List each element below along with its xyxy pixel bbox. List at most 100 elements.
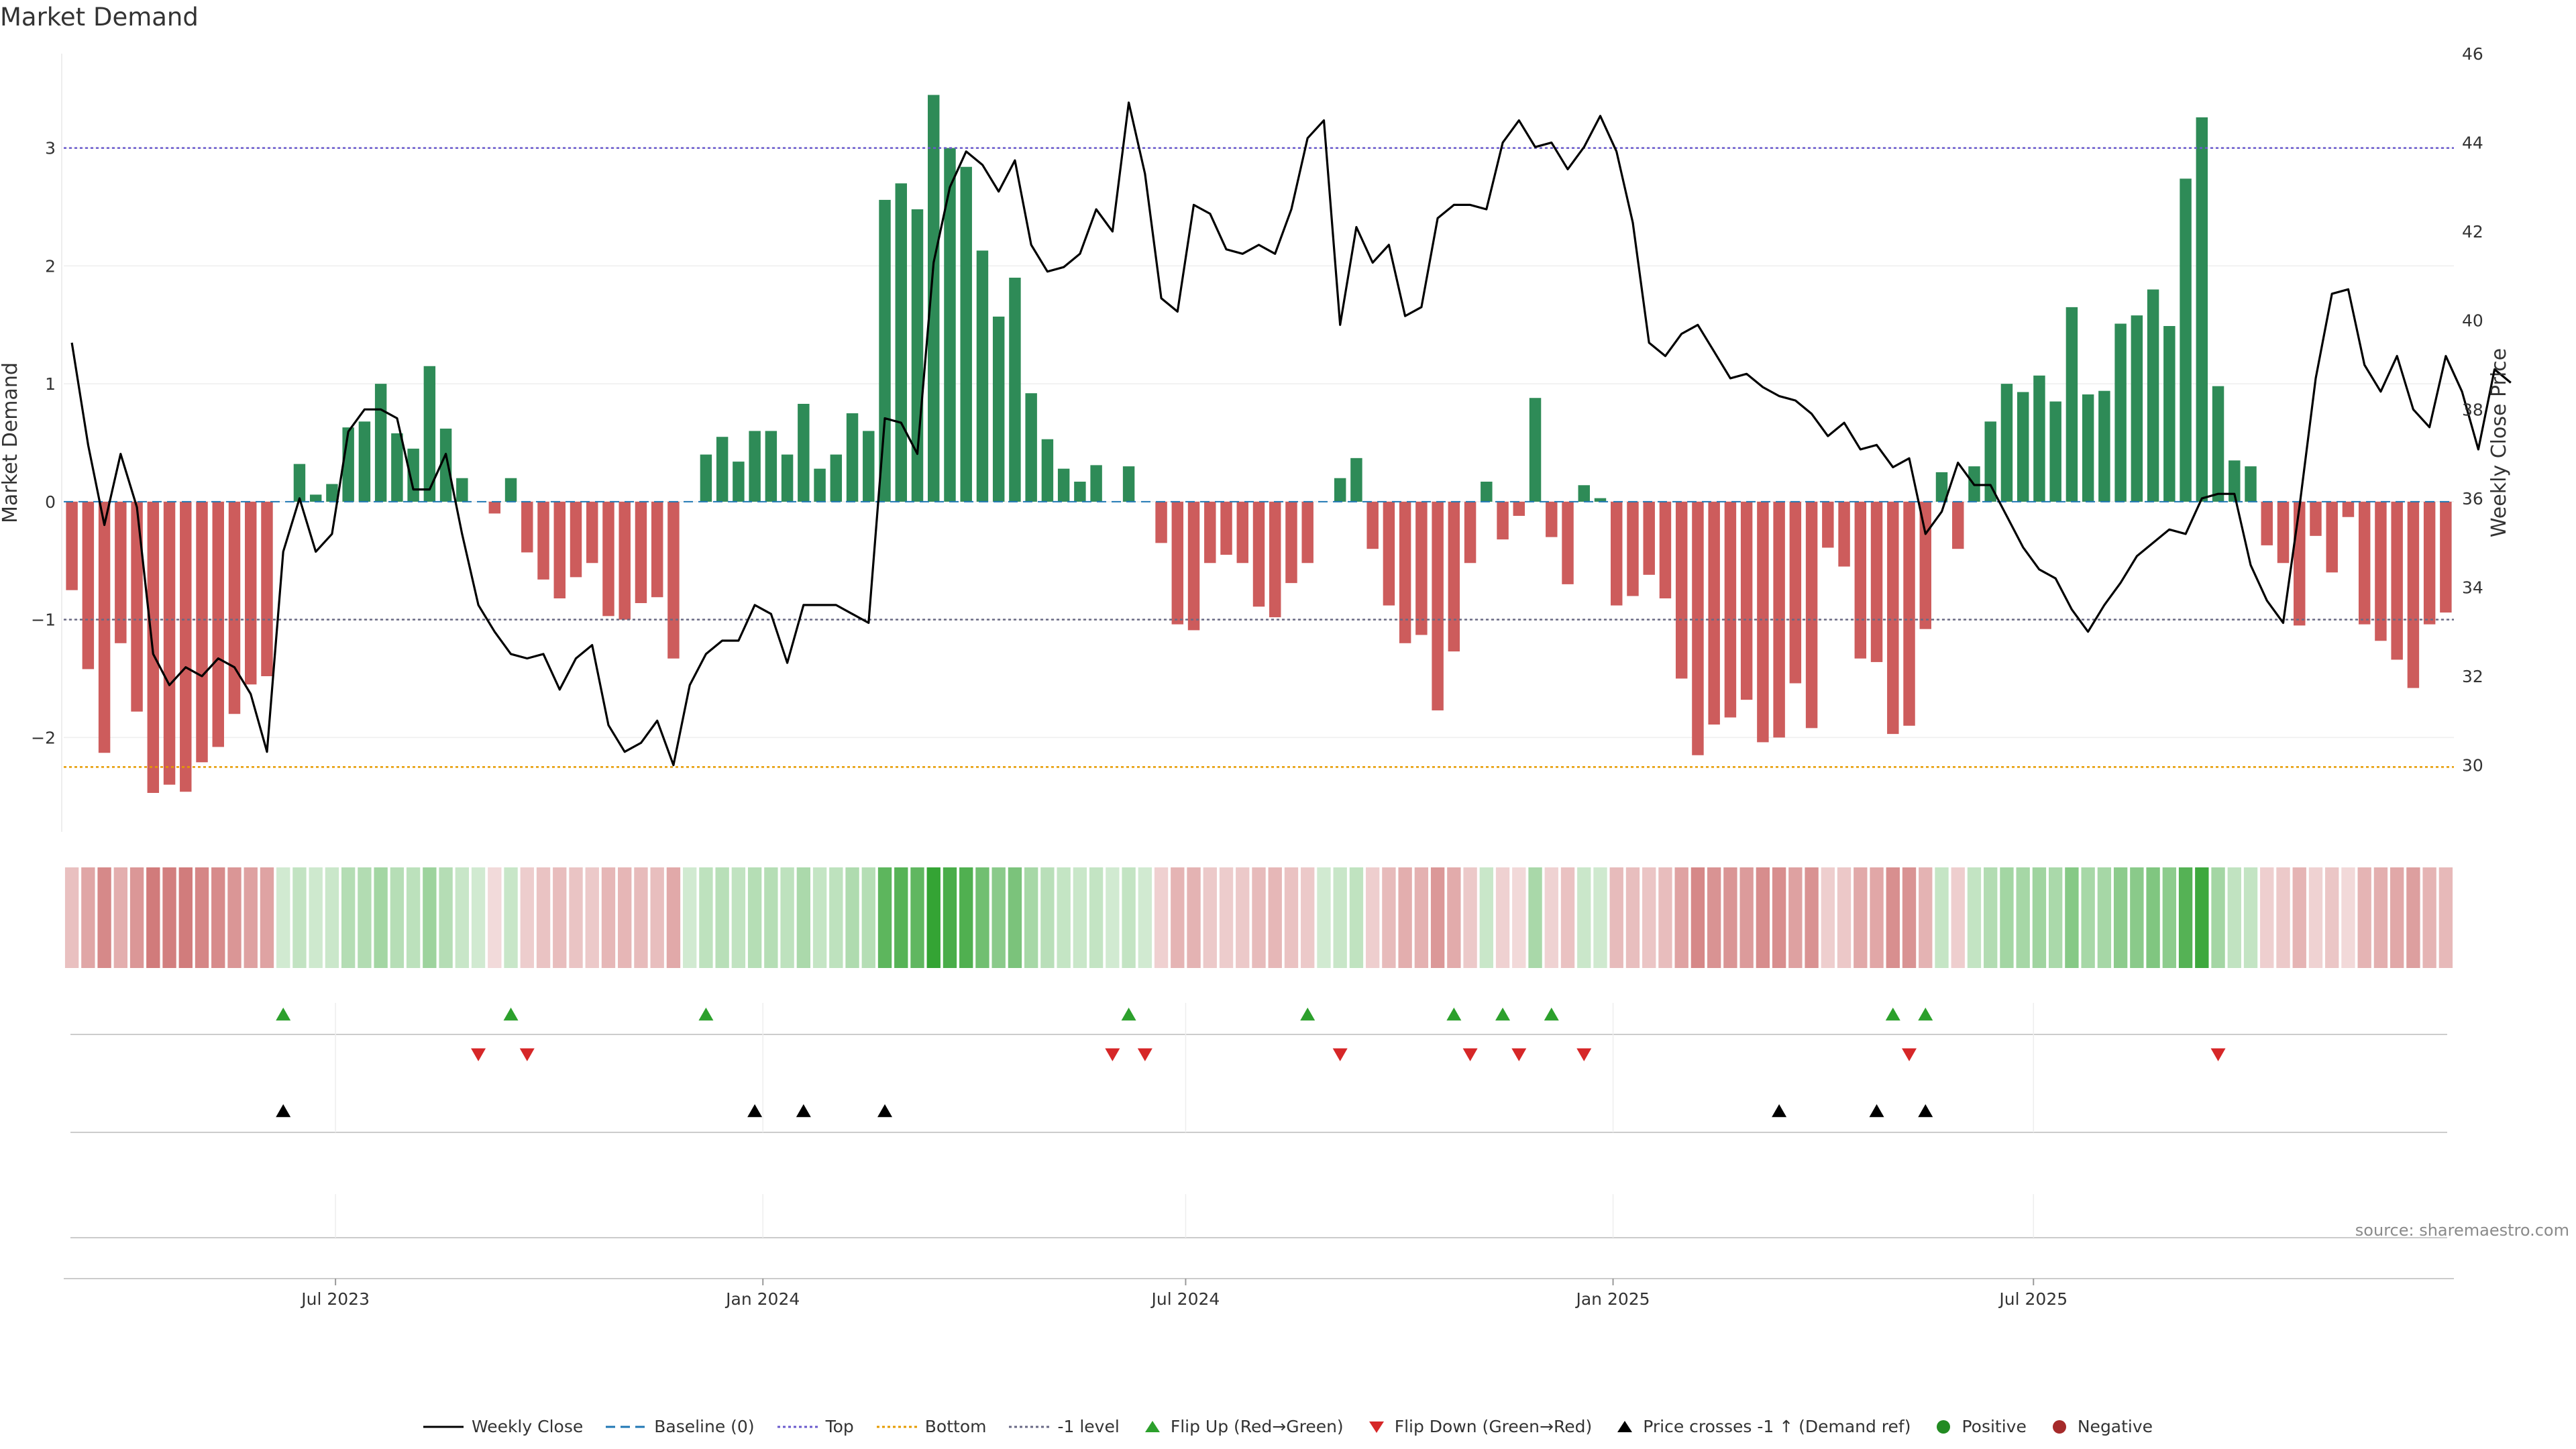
demand-bar bbox=[651, 501, 663, 598]
heat-cell bbox=[2211, 867, 2225, 968]
flip-up-marker bbox=[698, 1008, 714, 1021]
demand-bar bbox=[2033, 375, 2045, 502]
demand-bar bbox=[2261, 501, 2273, 545]
heat-cell bbox=[1447, 867, 1461, 968]
legend-label: Flip Down (Green→Red) bbox=[1394, 1417, 1593, 1436]
cross-marker bbox=[276, 1104, 291, 1118]
heat-cell bbox=[2390, 867, 2404, 968]
flip-up-marker bbox=[503, 1008, 519, 1021]
legend-label: Price crosses -1 ↑ (Demand ref) bbox=[1643, 1417, 1911, 1436]
demand-bar bbox=[781, 454, 794, 502]
flip-down-marker bbox=[519, 1048, 535, 1061]
heat-cell bbox=[845, 867, 859, 968]
heat-cell bbox=[1560, 867, 1575, 968]
heat-cell bbox=[162, 867, 176, 968]
heat-cell bbox=[227, 867, 241, 968]
x-tick-label: Jan 2025 bbox=[1574, 1289, 1650, 1309]
demand-bar bbox=[879, 199, 891, 502]
demand-bar bbox=[830, 454, 843, 502]
heat-cell bbox=[1870, 867, 1884, 968]
heat-cell bbox=[1642, 867, 1656, 968]
demand-bar bbox=[1155, 501, 1167, 543]
demand-bar bbox=[537, 501, 549, 580]
flip-up-marker bbox=[1446, 1008, 1462, 1021]
heat-cell bbox=[1333, 867, 1347, 968]
demand-bar bbox=[2326, 501, 2338, 573]
heat-cell bbox=[276, 867, 290, 968]
x-tick-label: Jul 2025 bbox=[1998, 1289, 2068, 1309]
demand-bar bbox=[846, 413, 859, 502]
legend-item-bottom: Bottom bbox=[876, 1417, 986, 1436]
demand-bar bbox=[1122, 466, 1135, 502]
demand-bar bbox=[1838, 501, 1850, 567]
demand-bar bbox=[1919, 501, 1931, 629]
heat-cell bbox=[2081, 867, 2095, 968]
demand-bar bbox=[1432, 501, 1444, 710]
right-tick-label: 44 bbox=[2462, 133, 2483, 153]
cross-marker bbox=[747, 1104, 763, 1118]
heat-cell bbox=[1089, 867, 1104, 968]
heat-cell bbox=[1854, 867, 1868, 968]
right-tick-label: 38 bbox=[2462, 400, 2483, 419]
left-tick-label: −1 bbox=[31, 610, 56, 630]
demand-bar bbox=[863, 431, 875, 502]
right-tick-label: 46 bbox=[2462, 44, 2483, 64]
heat-cell bbox=[1398, 867, 1412, 968]
heat-cell bbox=[2406, 867, 2420, 968]
legend-item-top: Top bbox=[777, 1417, 854, 1436]
demand-bar bbox=[928, 95, 940, 502]
demand-bar bbox=[423, 366, 436, 502]
demand-bar bbox=[1578, 485, 1590, 502]
heat-cell bbox=[1008, 867, 1022, 968]
heat-cell bbox=[1073, 867, 1087, 968]
heat-cell bbox=[2438, 867, 2453, 968]
demand-bar bbox=[98, 501, 111, 753]
heat-cell bbox=[1723, 867, 1737, 968]
heat-cell bbox=[2260, 867, 2274, 968]
heat-cell bbox=[1919, 867, 1933, 968]
cross-marker bbox=[1869, 1104, 1884, 1118]
heat-cell bbox=[2032, 867, 2047, 968]
heat-cell bbox=[2146, 867, 2160, 968]
demand-bar bbox=[2407, 501, 2420, 688]
demand-bar bbox=[1513, 501, 1525, 516]
demand-bar bbox=[456, 478, 468, 502]
demand-bar bbox=[895, 183, 907, 502]
heat-cell bbox=[439, 867, 453, 968]
heat-cell bbox=[244, 867, 258, 968]
flip-up-marker bbox=[1300, 1008, 1316, 1021]
flip-down-marker bbox=[1105, 1048, 1120, 1061]
demand-bar bbox=[1057, 468, 1070, 502]
demand-bar bbox=[2391, 501, 2403, 660]
heat-cell bbox=[1365, 867, 1380, 968]
heat-cell bbox=[796, 867, 811, 968]
heat-cell bbox=[455, 867, 470, 968]
heat-cell bbox=[504, 867, 518, 968]
demand-bar bbox=[1887, 501, 1899, 735]
heat-cell bbox=[2048, 867, 2063, 968]
left-tick-label: 0 bbox=[45, 492, 56, 512]
demand-bar bbox=[504, 478, 517, 502]
heat-cell bbox=[1268, 867, 1282, 968]
heat-cell bbox=[358, 867, 372, 968]
heat-cell bbox=[2195, 867, 2209, 968]
demand-bar bbox=[2131, 315, 2143, 502]
heat-cell bbox=[1658, 867, 1672, 968]
demand-bar bbox=[1757, 501, 1769, 743]
heat-cell bbox=[325, 867, 339, 968]
legend-pos-icon bbox=[1933, 1419, 1953, 1435]
heat-cell bbox=[682, 867, 697, 968]
demand-bar bbox=[1708, 501, 1720, 725]
demand-bar bbox=[2082, 394, 2094, 502]
demand-bar bbox=[1724, 501, 1737, 718]
demand-bar bbox=[1334, 478, 1346, 502]
heat-cell bbox=[113, 867, 128, 968]
demand-bar bbox=[2196, 117, 2208, 502]
heat-cell bbox=[2097, 867, 2112, 968]
heat-cell bbox=[569, 867, 583, 968]
demand-bar bbox=[1025, 393, 1037, 502]
flip-down-marker bbox=[1576, 1048, 1592, 1061]
heat-cell bbox=[666, 867, 681, 968]
flip-up-marker bbox=[276, 1008, 291, 1021]
demand-bar bbox=[733, 462, 745, 502]
